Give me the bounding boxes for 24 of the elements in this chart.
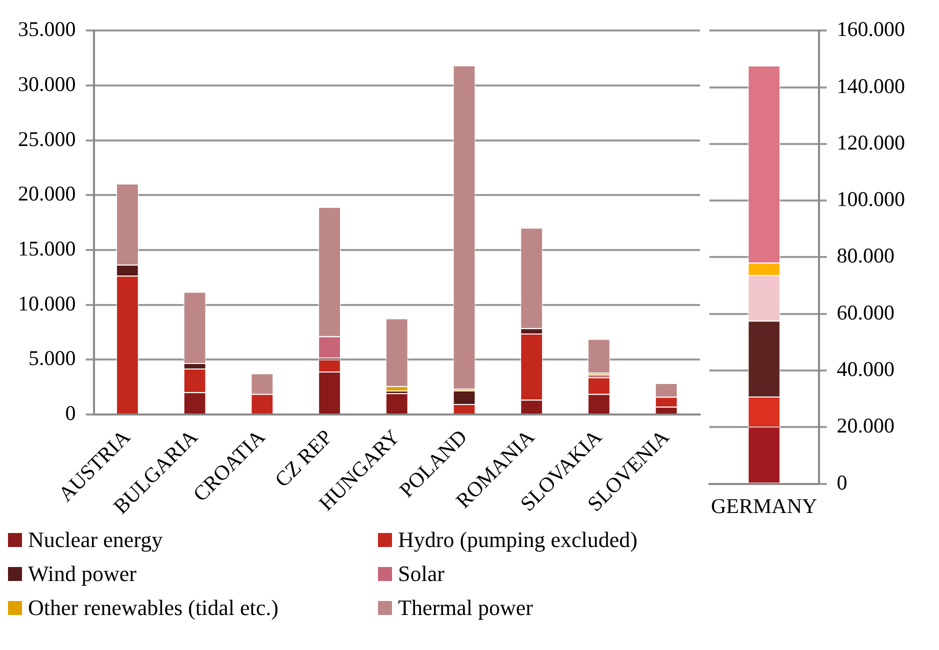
y-tick-label: 35.000 bbox=[18, 17, 76, 42]
legend-label: Other renewables (tidal etc.) bbox=[28, 595, 278, 621]
legend-label: Solar bbox=[398, 561, 444, 587]
y2-tick-label: 100.000 bbox=[836, 187, 905, 212]
legend-label: Wind power bbox=[28, 561, 136, 587]
y-tick-label: 10.000 bbox=[18, 291, 76, 316]
x-tick-label: GERMANY bbox=[711, 494, 818, 518]
legend-label: Thermal power bbox=[398, 595, 533, 621]
legend-label: Hydro (pumping excluded) bbox=[398, 527, 638, 553]
y-tick-label: 30.000 bbox=[18, 72, 76, 96]
y2-tick-label: 140.000 bbox=[836, 74, 905, 98]
y2-tick-label: 60.000 bbox=[836, 300, 894, 324]
y-tick-label: 20.000 bbox=[18, 182, 76, 206]
legend-label: Nuclear energy bbox=[28, 527, 163, 553]
y-tick-label: 15.000 bbox=[18, 236, 76, 260]
y2-tick-label: 80.000 bbox=[836, 244, 894, 268]
y2-tick-label: 20.000 bbox=[836, 414, 894, 438]
y2-tick-label: 0 bbox=[836, 470, 848, 494]
y-tick-label: 25.000 bbox=[18, 126, 76, 151]
y-tick-label: 0 bbox=[65, 400, 76, 425]
y2-tick-label: 120.000 bbox=[836, 130, 905, 154]
y2-tick-label: 160.000 bbox=[836, 17, 905, 42]
y2-tick-label: 40.000 bbox=[836, 357, 894, 382]
y-tick-label: 5.000 bbox=[28, 346, 76, 370]
